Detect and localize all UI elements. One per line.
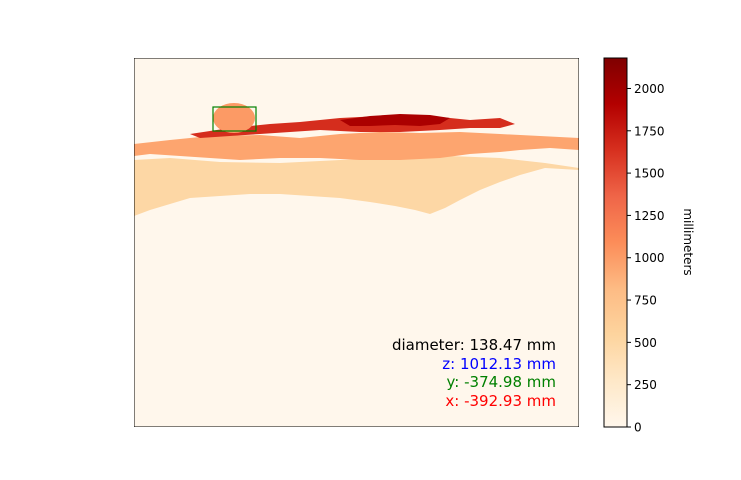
mid-ground-region xyxy=(134,132,579,160)
diameter-annotation: diameter: 138.47 mm xyxy=(392,336,556,354)
colorbar-label: millimeters xyxy=(681,208,695,275)
colorbar-tick-label: 500 xyxy=(634,336,657,350)
farthest-ridge-region xyxy=(340,114,450,126)
colorbar-tick-label: 1250 xyxy=(634,209,665,223)
depth-image xyxy=(134,58,579,427)
x-annotation: x: -392.93 mm xyxy=(445,392,556,410)
annotations: diameter: 138.47 mm z: 1012.13 mm y: -37… xyxy=(392,336,556,410)
colorbar-tick-label: 2000 xyxy=(634,82,665,96)
z-annotation: z: 1012.13 mm xyxy=(442,355,556,373)
colorbar-tick-label: 1000 xyxy=(634,251,665,265)
detection-box xyxy=(212,106,257,132)
colorbar: 0 250 500 750 1000 1250 1500 1750 2000 millimete… xyxy=(603,57,695,435)
colorbar-tick-label: 250 xyxy=(634,378,657,392)
colorbar-ticks: 0 250 500 750 1000 1250 1500 1750 2000 xyxy=(627,82,665,435)
near-ground-region xyxy=(134,156,579,216)
colorbar-tick-label: 1750 xyxy=(634,124,665,138)
colorbar-tick-label: 0 xyxy=(634,421,642,435)
colorbar-tick-label: 750 xyxy=(634,294,657,308)
y-annotation: y: -374.98 mm xyxy=(447,373,557,391)
colorbar-tick-label: 1500 xyxy=(634,167,665,181)
colorbar-gradient xyxy=(603,57,628,428)
detected-object xyxy=(213,103,255,133)
